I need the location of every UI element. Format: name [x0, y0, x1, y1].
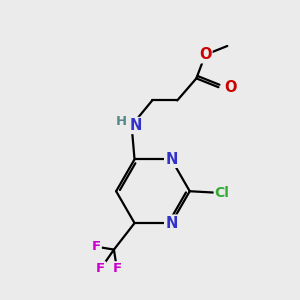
Text: F: F	[96, 262, 105, 275]
Text: N: N	[165, 216, 178, 231]
Text: F: F	[92, 240, 101, 253]
Text: N: N	[130, 118, 142, 133]
Text: N: N	[165, 152, 178, 167]
Text: O: O	[199, 47, 211, 62]
Text: Cl: Cl	[215, 186, 230, 200]
Text: F: F	[112, 262, 122, 275]
Text: H: H	[116, 115, 127, 128]
Text: O: O	[224, 80, 237, 95]
